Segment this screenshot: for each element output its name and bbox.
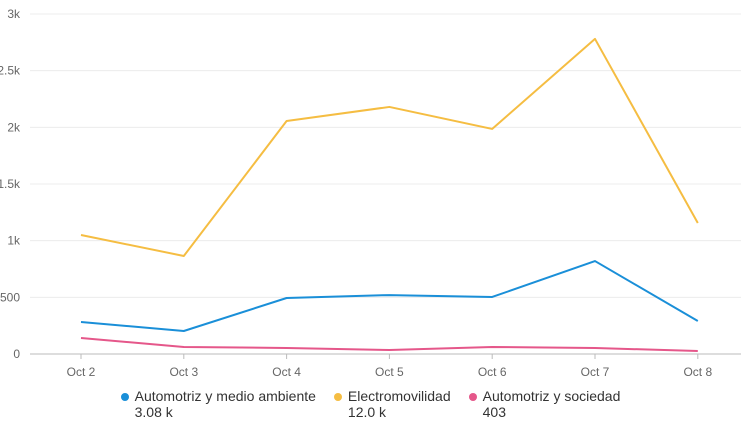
y-tick-label: 1k: [7, 234, 21, 248]
x-tick-label: Oct 4: [272, 365, 301, 379]
legend-dot-icon: [120, 393, 129, 401]
legend-dot-icon: [333, 393, 342, 401]
y-tick-label: 3k: [7, 7, 21, 21]
x-tick-label: Oct 8: [683, 365, 712, 379]
legend: Automotriz y medio ambiente 3.08 k Elect…: [0, 388, 741, 420]
legend-item-automotriz-sociedad[interactable]: Automotriz y sociedad 403: [468, 388, 621, 420]
legend-item-automotriz-medio-ambiente[interactable]: Automotriz y medio ambiente 3.08 k: [120, 388, 316, 420]
y-tick-label: 2k: [7, 120, 21, 134]
y-tick-label: 1.5k: [0, 177, 21, 191]
legend-label: Automotriz y sociedad: [482, 388, 621, 404]
x-tick-label: Oct 7: [581, 365, 610, 379]
y-tick-label: 0: [13, 347, 20, 361]
series-line-automotriz-y-sociedad: [80, 337, 698, 353]
legend-label: Electromovilidad: [347, 388, 451, 404]
series-line-electromovilidad: [80, 37, 699, 257]
line-chart: 0 500 1k 1.5k 2k 2.5k 3k Oct 2 Oct 3 Oct 4 Oct 5 Oc…: [0, 7, 741, 379]
x-tick-label: Oct 3: [169, 365, 198, 379]
series-line-automotriz-y-medio-ambiente: [80, 260, 699, 332]
y-tick-label: 500: [0, 290, 20, 304]
legend-total: 403: [482, 404, 506, 420]
x-tick-label: Oct 6: [478, 365, 507, 379]
x-tick-label: Oct 2: [67, 365, 96, 379]
legend-dot-icon: [468, 393, 477, 401]
legend-total: 12.0 k: [347, 404, 387, 420]
legend-item-electromovilidad[interactable]: Electromovilidad 12.0 k: [333, 388, 451, 420]
y-tick-label: 2.5k: [0, 64, 21, 78]
x-tick-label: Oct 5: [375, 365, 404, 379]
legend-label: Automotriz y medio ambiente: [134, 388, 316, 404]
legend-total: 3.08 k: [134, 404, 173, 420]
